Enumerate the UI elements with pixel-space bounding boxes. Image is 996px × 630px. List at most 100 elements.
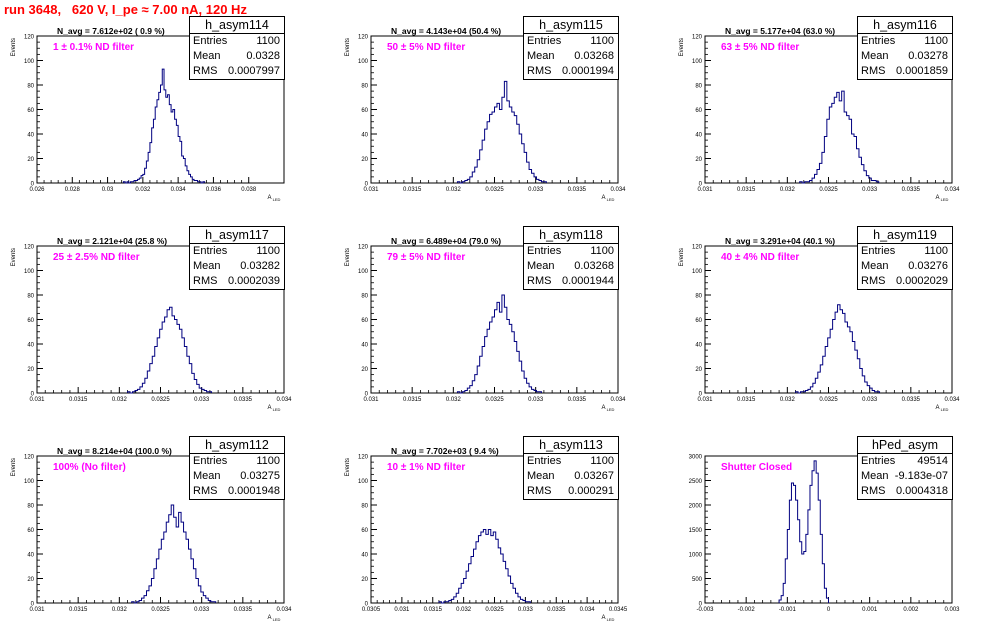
stat-row-rms: RMS 0.0007997 xyxy=(190,64,284,79)
x-tick-label: 0.0305 xyxy=(362,607,381,613)
stat-value: 0.0001944 xyxy=(562,275,614,287)
y-tick-label: 100 xyxy=(24,59,35,65)
y-tick-label: 120 xyxy=(358,455,369,461)
x-tick-label: 0.026 xyxy=(29,187,45,193)
y-tick-label: 20 xyxy=(695,367,702,373)
stat-row-entries: Entries 1100 xyxy=(190,244,284,259)
y-axis-label: Events xyxy=(11,248,17,266)
navg-label: N_avg = 2.121e+04 (25.8 %) xyxy=(57,236,168,246)
y-tick-label: 40 xyxy=(695,133,702,139)
x-tick-label: 0.001 xyxy=(862,607,878,613)
stat-value: 1100 xyxy=(590,455,614,467)
filter-label: 79 ± 5% ND filter xyxy=(387,252,466,263)
y-tick-label: 120 xyxy=(24,455,35,461)
histogram-line xyxy=(456,294,542,394)
x-tick-label: 0.031 xyxy=(363,397,379,403)
y-tick-label: 60 xyxy=(27,318,34,324)
stat-value: -9.183e-07 xyxy=(894,470,948,482)
x-tick-label: 0.034 xyxy=(944,397,960,403)
y-axis-label: Events xyxy=(345,458,351,476)
y-tick-label: 100 xyxy=(358,479,369,485)
x-tick-label: 0.032 xyxy=(112,397,128,403)
y-tick-label: 3000 xyxy=(689,455,703,461)
stat-label: RMS xyxy=(193,65,218,77)
histogram-name: hPed_asym xyxy=(858,437,952,454)
y-tick-label: 60 xyxy=(27,528,34,534)
x-tick-label: 0.028 xyxy=(65,187,81,193)
histogram-line xyxy=(795,304,881,394)
histogram-line xyxy=(456,80,547,184)
y-tick-label: 40 xyxy=(361,343,368,349)
x-tick-label: 0 xyxy=(827,607,831,613)
stat-label: Entries xyxy=(527,455,562,467)
stat-row-entries: Entries 1100 xyxy=(524,244,618,259)
stat-row-rms: RMS 0.0002039 xyxy=(190,274,284,289)
y-tick-label: 20 xyxy=(361,577,368,583)
y-tick-label: 60 xyxy=(361,528,368,534)
y-tick-label: 40 xyxy=(27,133,34,139)
y-tick-label: 1000 xyxy=(689,553,703,559)
histogram-svg: 0 20 40 60 80 100 120 0.026 0.028 0.03 0.032 0.034 0… xyxy=(11,35,285,202)
histogram-line xyxy=(778,460,829,603)
x-tick-label: 0.0315 xyxy=(737,187,756,193)
y-tick-label: 60 xyxy=(695,318,702,324)
stat-value: 0.0002039 xyxy=(228,275,280,287)
x-tick-label: 0.032 xyxy=(112,607,128,613)
x-tick-label: 0.0325 xyxy=(151,607,170,613)
x-axis-label: A LED xyxy=(268,405,281,412)
x-tick-label: 0.0325 xyxy=(819,187,838,193)
histogram-svg: 0 20 40 60 80 100 120 0.031 0.0315 0.032 0.0325 0.0… xyxy=(679,245,960,413)
stat-row-mean: Mean 0.03268 xyxy=(524,49,618,64)
y-axis-label: Events xyxy=(11,38,17,56)
stat-row-entries: Entries 1100 xyxy=(190,454,284,469)
x-tick-label: 0.0325 xyxy=(151,397,170,403)
y-tick-label: 500 xyxy=(692,577,703,583)
y-tick-label: 80 xyxy=(361,294,368,300)
y-tick-label: 100 xyxy=(24,479,35,485)
x-tick-label: 0.031 xyxy=(394,607,410,613)
navg-label: N_avg = 8.214e+04 (100.0 %) xyxy=(57,446,172,456)
stat-row-mean: Mean 0.03267 xyxy=(524,469,618,484)
y-tick-label: 0 xyxy=(31,392,35,398)
x-tick-label: 0.033 xyxy=(528,397,544,403)
stat-row-entries: Entries 1100 xyxy=(524,34,618,49)
stat-value: 0.03268 xyxy=(574,50,614,62)
histogram-name: h_asym117 xyxy=(190,227,284,244)
x-tick-label: 0.031 xyxy=(697,397,713,403)
x-tick-label: 0.003 xyxy=(944,607,960,613)
histogram-svg: 0 20 40 60 80 100 120 0.0305 0.031 0.0315 0.032 0.0… xyxy=(345,455,628,623)
stat-label: RMS xyxy=(527,65,552,77)
x-axis-label: A LED xyxy=(268,615,281,622)
x-tick-label: 0.034 xyxy=(580,607,596,613)
stat-value: 0.03267 xyxy=(574,470,614,482)
stat-label: RMS xyxy=(527,485,552,497)
x-tick-label: 0.034 xyxy=(944,187,960,193)
stat-label: Entries xyxy=(193,455,228,467)
stat-row-mean: Mean 0.03278 xyxy=(858,49,952,64)
stat-label: Mean xyxy=(193,50,221,62)
stat-row-entries: Entries 1100 xyxy=(524,454,618,469)
stats-box: h_asym112 Entries 1100 Mean 0.03275 RMS 0.0001… xyxy=(189,436,285,500)
stat-row-rms: RMS 0.0001948 xyxy=(190,484,284,499)
stats-box: h_asym118 Entries 1100 Mean 0.03268 RMS 0.0001… xyxy=(523,226,619,290)
y-axis-label: Events xyxy=(679,248,685,266)
stat-label: RMS xyxy=(861,275,886,287)
x-tick-label: 0.033 xyxy=(528,187,544,193)
y-tick-label: 120 xyxy=(692,35,703,41)
y-tick-label: 40 xyxy=(695,343,702,349)
histogram-svg: 0 20 40 60 80 100 120 0.031 0.0315 0.032 0.0325 0.0… xyxy=(345,35,626,203)
stat-row-entries: Entries 49514 xyxy=(858,454,952,469)
x-axis-label: A LED xyxy=(602,615,615,622)
x-tick-label: 0.031 xyxy=(29,397,45,403)
y-tick-label: 0 xyxy=(365,182,369,188)
y-tick-label: 120 xyxy=(692,245,703,251)
y-tick-label: 60 xyxy=(695,108,702,114)
y-tick-label: 0 xyxy=(365,392,369,398)
x-tick-label: 0.033 xyxy=(194,607,210,613)
y-tick-label: 20 xyxy=(361,367,368,373)
x-tick-label: 0.032 xyxy=(446,397,462,403)
x-tick-label: 0.0335 xyxy=(902,397,921,403)
histogram-panel-h_asym119: 0 20 40 60 80 100 120 0.031 0.0315 0.032 0.0325 0.0… xyxy=(669,226,960,420)
stat-value: 1100 xyxy=(256,35,280,47)
histogram-svg: 0 20 40 60 80 100 120 0.031 0.0315 0.032 0.0325 0.0… xyxy=(11,455,292,623)
